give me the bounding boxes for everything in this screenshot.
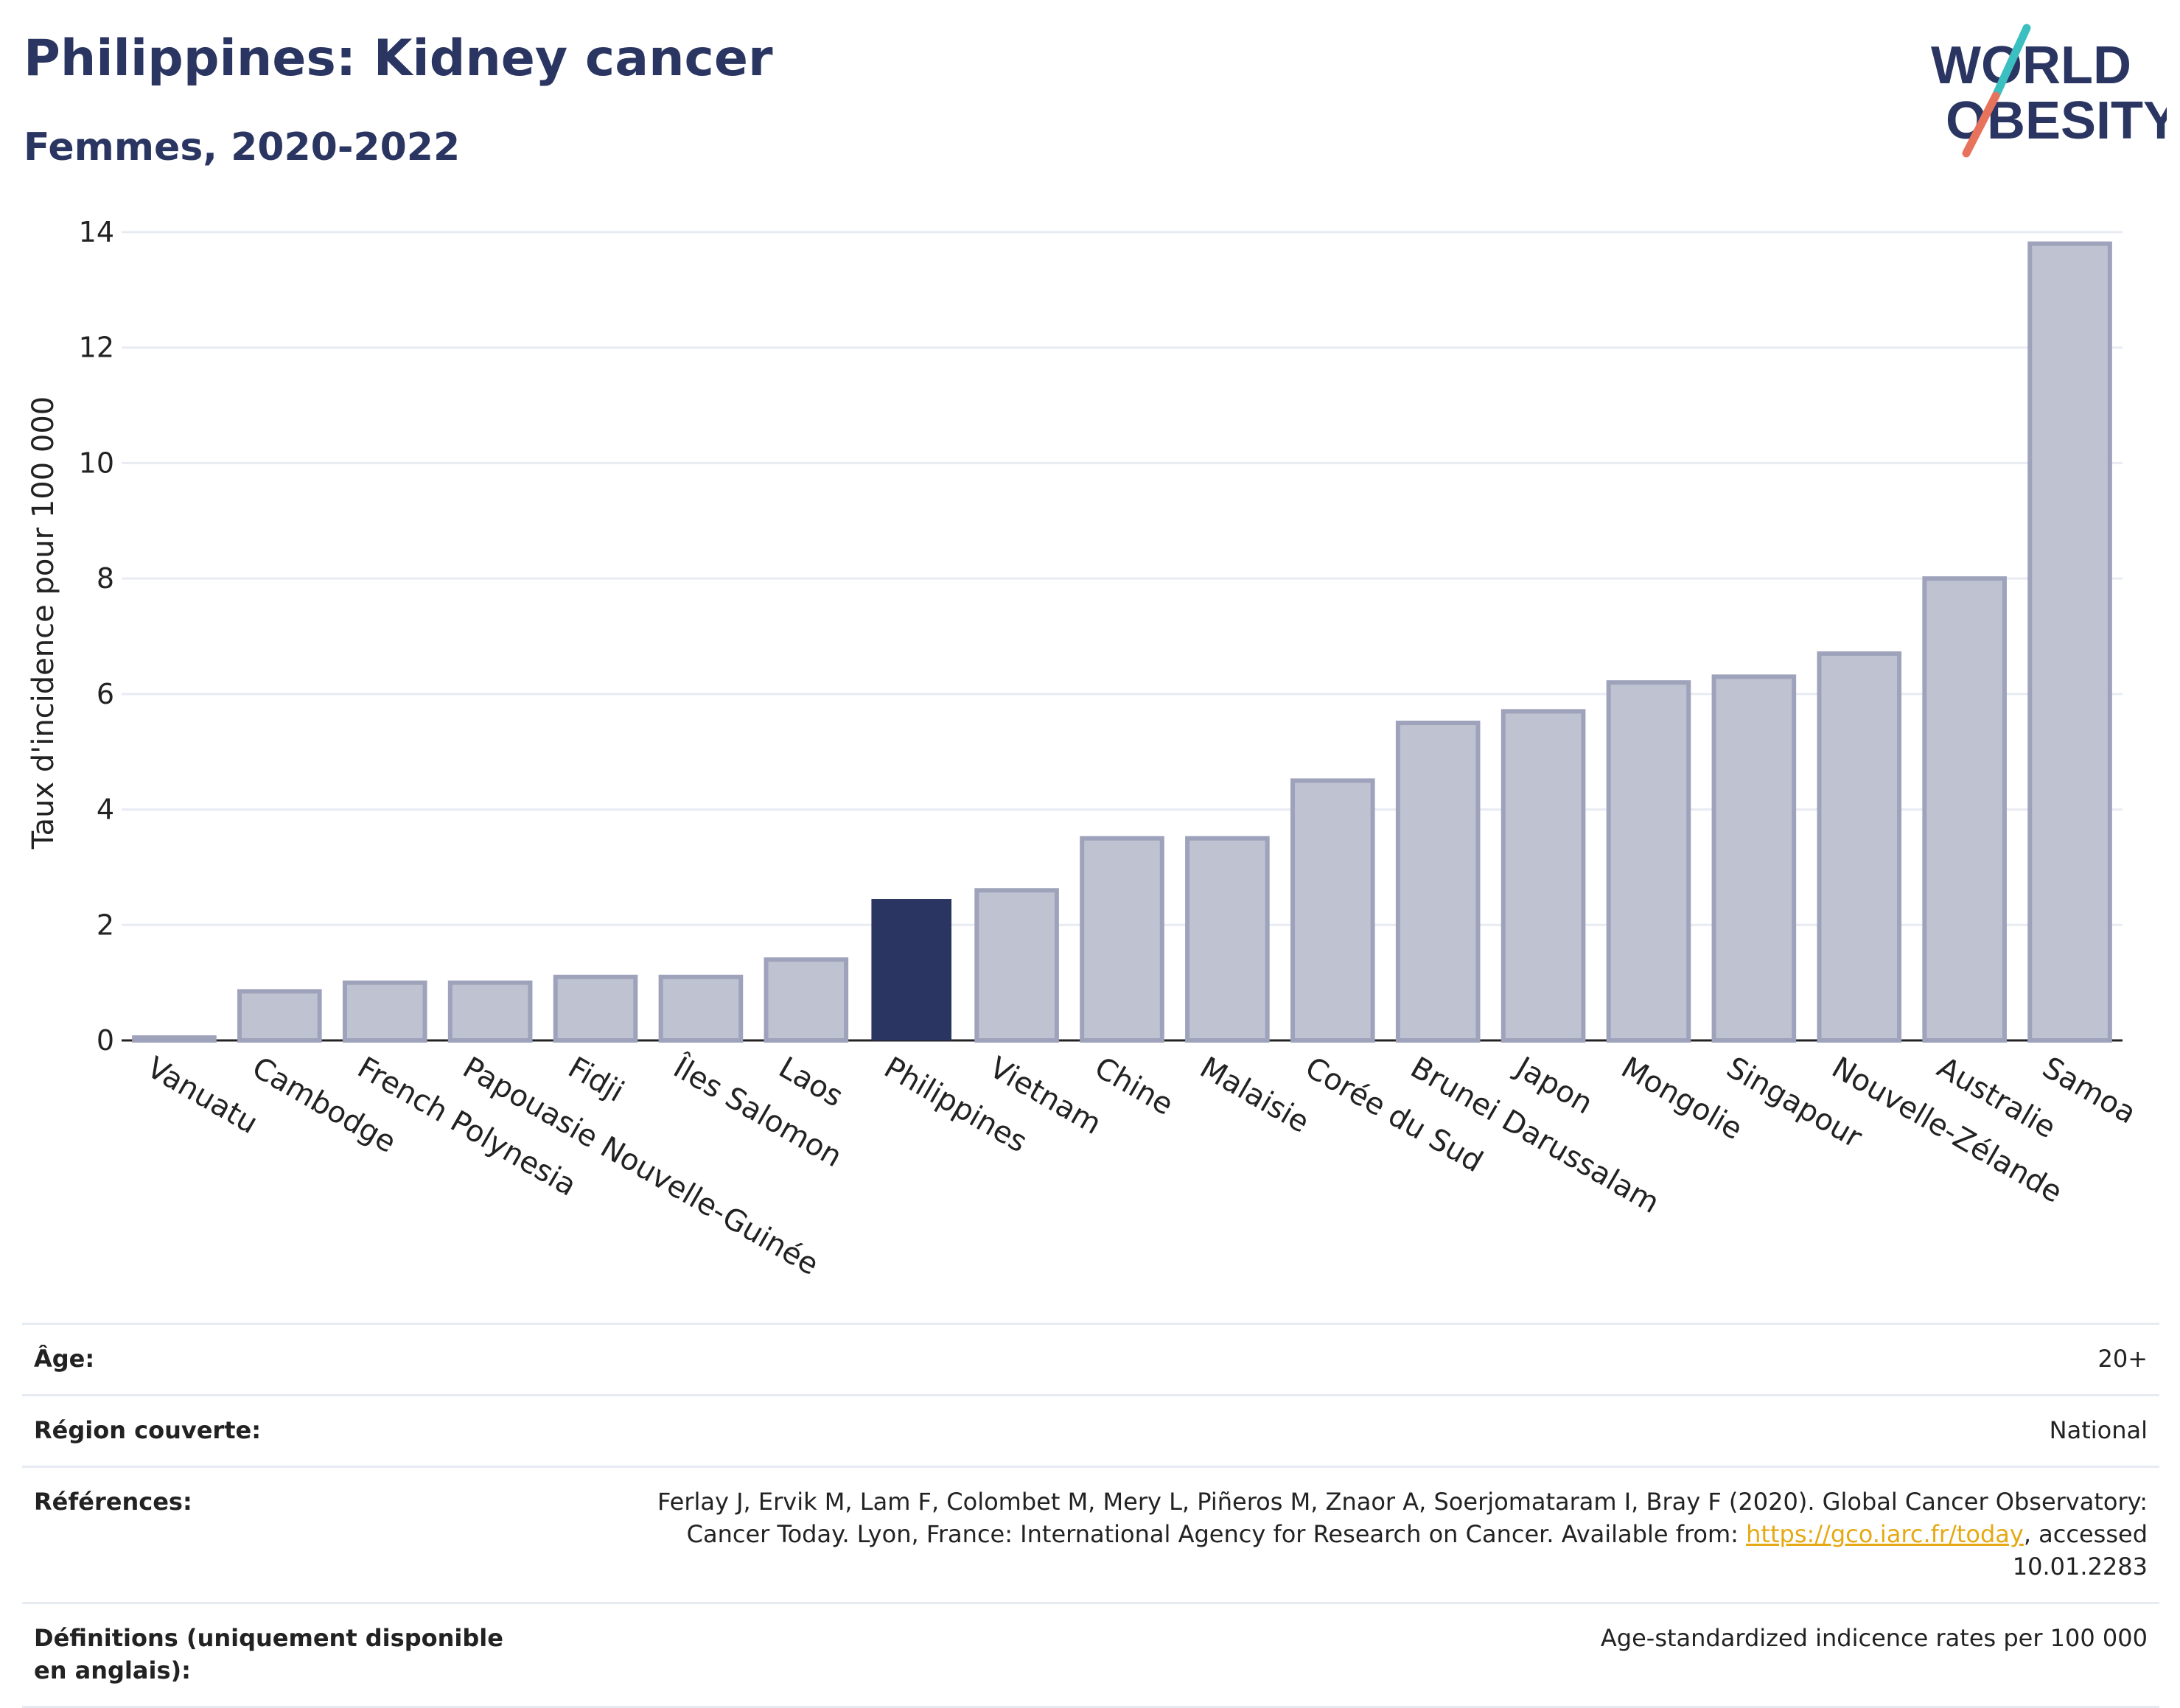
- y-tick-label: 14: [79, 216, 114, 248]
- meta-row-age: Âge: 20+: [22, 1325, 2159, 1396]
- bar: [1711, 674, 1797, 1043]
- y-tick-label: 0: [97, 1024, 114, 1057]
- bar: [2027, 241, 2112, 1043]
- bar: [1080, 836, 1164, 1043]
- bar: [1606, 680, 1691, 1043]
- x-tick-label: Vanuatu: [141, 1051, 263, 1141]
- chart-subtitle: Femmes, 2020-2022: [24, 125, 461, 169]
- y-tick-label: 12: [79, 332, 114, 364]
- bar: [1922, 576, 2007, 1043]
- bar: [974, 888, 1059, 1043]
- meta-references-label: Références:: [34, 1488, 192, 1516]
- meta-references-value: Ferlay J, Ervik M, Lam F, Colombet M, Me…: [585, 1485, 2148, 1583]
- bar: [132, 1035, 217, 1043]
- bar: [447, 980, 533, 1043]
- meta-region-value: National: [2049, 1416, 2148, 1444]
- chart-title: Philippines: Kidney cancer: [24, 29, 773, 88]
- y-tick-label: 8: [97, 562, 114, 595]
- bar: [1185, 836, 1270, 1043]
- bar: [871, 899, 952, 1040]
- bar: [1290, 778, 1375, 1043]
- metadata-table: Âge: 20+ Région couverte: National Référ…: [22, 1323, 2159, 1708]
- references-accessed: , accessed 10.01.2283: [2012, 1520, 2148, 1581]
- bar: [1817, 651, 1902, 1043]
- meta-region-label: Région couverte:: [34, 1416, 261, 1444]
- bar: [1395, 721, 1481, 1043]
- meta-definitions-value: Age-standardized indicence rates per 100…: [1600, 1624, 2148, 1652]
- y-axis-label: Taux d'incidence pour 100 000: [27, 396, 60, 850]
- bar: [658, 974, 744, 1043]
- bar: [764, 957, 849, 1043]
- x-tick-label: Laos: [773, 1051, 849, 1114]
- world-obesity-logo: WORLD OBESITY: [1931, 24, 2167, 158]
- logo-word-world: WORLD: [1931, 36, 2131, 95]
- meta-age-value: 20+: [2097, 1345, 2148, 1373]
- bars: [132, 241, 2112, 1043]
- y-axis-ticks: 0 2 4 6 8 10 12 14: [79, 216, 114, 1057]
- meta-age-label: Âge:: [34, 1345, 95, 1373]
- bar: [342, 980, 427, 1043]
- references-text: Ferlay J, Ervik M, Lam F, Colombet M, Me…: [657, 1488, 2148, 1548]
- y-tick-label: 6: [97, 678, 114, 710]
- meta-row-references: Références: Ferlay J, Ervik M, Lam F, Co…: [22, 1468, 2159, 1604]
- meta-definitions-label: Définitions (uniquement disponible en an…: [34, 1624, 503, 1684]
- meta-row-region: Région couverte: National: [22, 1396, 2159, 1468]
- meta-row-definitions: Définitions (uniquement disponible en an…: [22, 1604, 2159, 1708]
- x-tick-label: Malaisie: [1194, 1051, 1315, 1140]
- logo-slash-bottom: [1962, 91, 2000, 158]
- bar: [553, 974, 638, 1043]
- references-link[interactable]: https://gco.iarc.fr/today: [1746, 1520, 2024, 1548]
- bar: [1501, 709, 1586, 1043]
- x-tick-label: Fidji: [562, 1051, 629, 1109]
- x-tick-label: Mongolie: [1615, 1051, 1748, 1147]
- logo-slash-top: [1991, 24, 2031, 100]
- y-tick-label: 10: [79, 447, 114, 479]
- x-tick-label: Îles Salomon: [667, 1049, 848, 1175]
- bar: [237, 989, 322, 1043]
- x-tick-label: Corée du Sud: [1299, 1051, 1488, 1180]
- y-tick-label: 2: [97, 909, 114, 941]
- y-tick-label: 4: [97, 794, 114, 826]
